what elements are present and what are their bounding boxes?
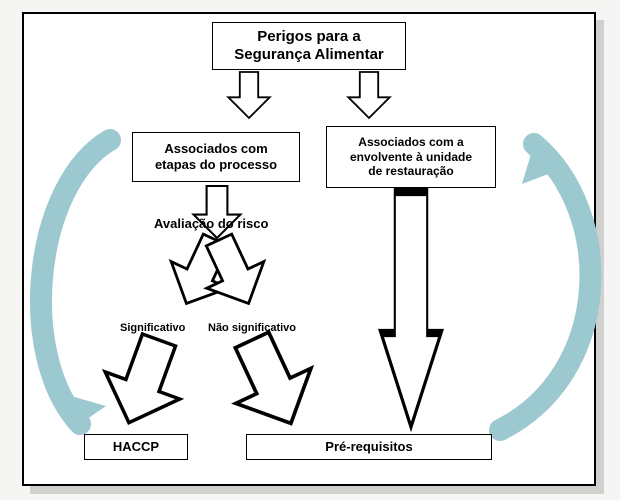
connectors-layer [24, 14, 594, 484]
node-right1-text: Associados com aenvolvente à unidadede r… [350, 135, 472, 178]
node-root-text: Perigos para aSegurança Alimentar [234, 28, 384, 64]
node-prereq-text: Pré-requisitos [325, 439, 412, 455]
node-haccp-text: HACCP [113, 439, 159, 455]
node-root: Perigos para aSegurança Alimentar [212, 22, 406, 70]
label-aval: Avaliação do risco [154, 216, 268, 231]
arrow-right-prereq [381, 192, 441, 427]
arrow-root-left [228, 72, 269, 118]
node-right1: Associados com aenvolvente à unidadede r… [326, 126, 496, 188]
node-prereq: Pré-requisitos [246, 434, 492, 460]
label-aval-text: Avaliação do risco [154, 216, 268, 231]
arrow-nsig-prereq [214, 323, 328, 441]
curve-left [41, 140, 110, 424]
node-left1-text: Associados cometapas do processo [155, 141, 277, 172]
diagram-stage: Perigos para aSegurança Alimentar Associ… [0, 0, 620, 500]
arrow-sig-haccp [92, 326, 197, 436]
label-sig: Significativo [120, 322, 185, 334]
curve-right [500, 144, 590, 430]
arrow-eval-sig [158, 227, 245, 317]
arrow-root-right [348, 72, 389, 118]
node-left1: Associados cometapas do processo [132, 132, 300, 182]
node-haccp: HACCP [84, 434, 188, 460]
label-nsig-text: Não significativo [208, 322, 296, 334]
arrow-eval-nsig [190, 227, 277, 317]
label-nsig: Não significativo [208, 322, 296, 334]
diagram-panel: Perigos para aSegurança Alimentar Associ… [22, 12, 596, 486]
label-sig-text: Significativo [120, 322, 185, 334]
